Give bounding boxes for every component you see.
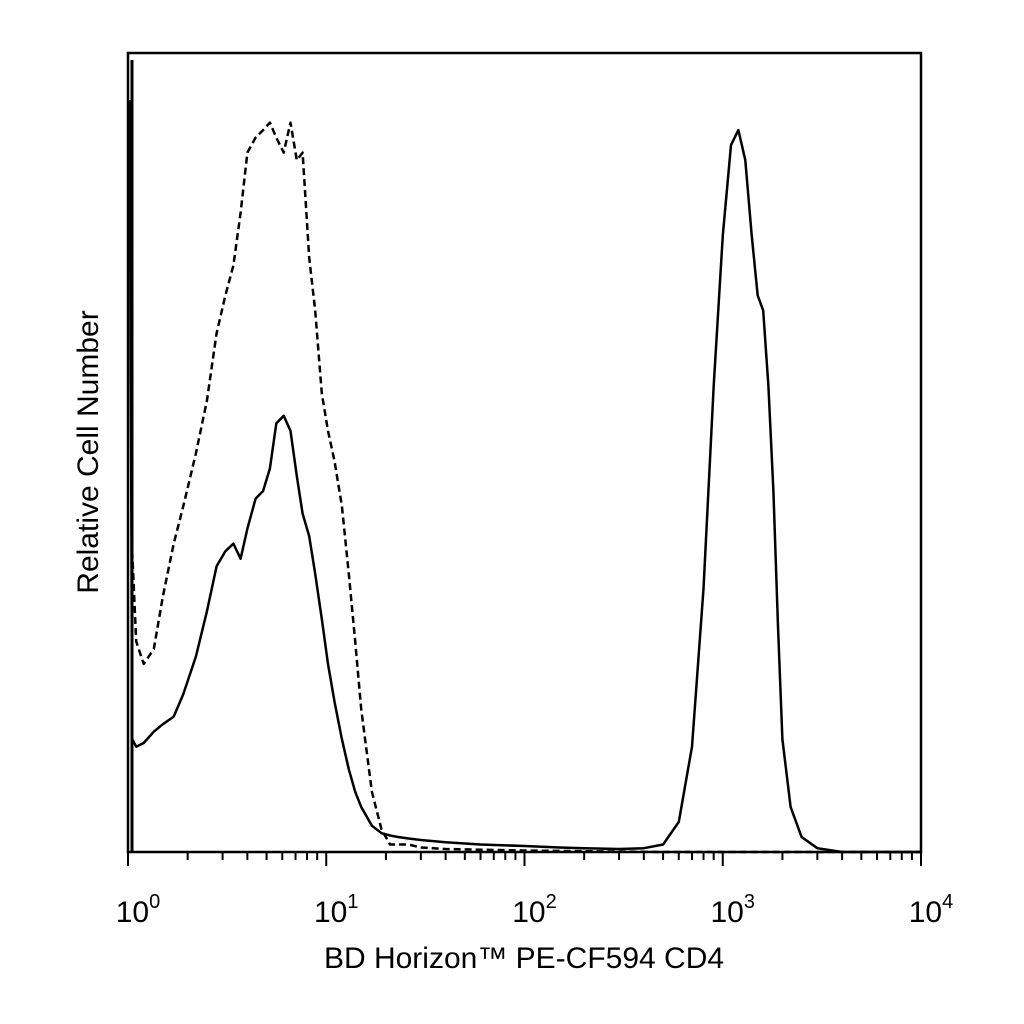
x-tick-label: 103: [711, 891, 756, 929]
solid-histogram-line: [128, 99, 921, 854]
x-axis-title: BD Horizon™ PE-CF594 CD4: [324, 942, 724, 975]
x-tick-label: 104: [909, 891, 954, 929]
series-layer: [128, 99, 921, 854]
x-axis-tick-labels: 100 101 102 103 104: [116, 891, 954, 929]
plot-frame: [126, 51, 923, 854]
x-tick-label: 102: [512, 891, 557, 929]
x-tick-label: 100: [116, 891, 161, 929]
y-axis-title: Relative Cell Number: [72, 310, 105, 593]
x-tick-label: 101: [314, 891, 359, 929]
dashed-histogram-line: [128, 99, 921, 854]
x-axis-ticks: [127, 852, 922, 866]
